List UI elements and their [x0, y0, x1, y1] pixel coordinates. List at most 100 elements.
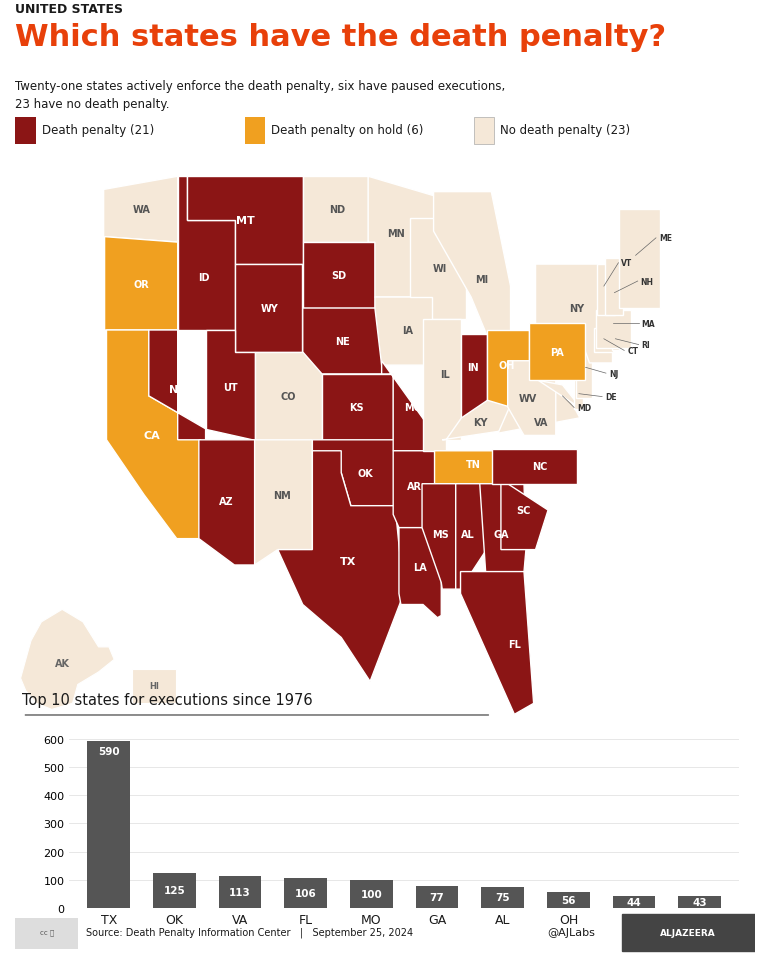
Polygon shape — [187, 177, 303, 265]
Text: 56: 56 — [561, 896, 576, 905]
Text: ME: ME — [659, 234, 672, 243]
Text: CO: CO — [280, 391, 296, 402]
Polygon shape — [375, 298, 437, 366]
Text: ID: ID — [198, 273, 209, 283]
Text: Death penalty (21): Death penalty (21) — [42, 124, 154, 137]
Polygon shape — [368, 177, 442, 298]
Polygon shape — [604, 259, 623, 315]
Polygon shape — [597, 265, 615, 315]
Text: KS: KS — [350, 403, 364, 412]
Text: MS: MS — [432, 530, 449, 540]
Text: IN: IN — [467, 363, 479, 373]
Polygon shape — [480, 484, 526, 585]
Bar — [416, 886, 458, 908]
Text: NJ: NJ — [609, 369, 618, 379]
Polygon shape — [594, 329, 612, 353]
Polygon shape — [382, 361, 446, 452]
Bar — [474, 118, 494, 145]
Polygon shape — [303, 243, 375, 308]
Text: 44: 44 — [627, 897, 641, 907]
Text: CT: CT — [627, 347, 638, 356]
Text: Top 10 states for executions since 1976: Top 10 states for executions since 1976 — [22, 692, 313, 707]
Text: DE: DE — [605, 393, 617, 402]
Text: AZ: AZ — [219, 497, 234, 506]
Polygon shape — [236, 265, 302, 353]
Polygon shape — [434, 452, 518, 484]
Bar — [621, 914, 755, 951]
Text: NE: NE — [335, 336, 350, 347]
Text: SD: SD — [331, 271, 346, 281]
Polygon shape — [529, 324, 584, 382]
Text: WV: WV — [519, 394, 537, 404]
Text: cc ⓒ: cc ⓒ — [40, 929, 55, 935]
Polygon shape — [303, 177, 368, 243]
Text: TX: TX — [340, 556, 357, 566]
Polygon shape — [422, 484, 456, 589]
Text: WI: WI — [434, 264, 447, 274]
Polygon shape — [178, 177, 236, 331]
Text: 590: 590 — [98, 747, 119, 756]
Polygon shape — [501, 480, 548, 550]
Polygon shape — [105, 237, 178, 331]
Text: NV: NV — [169, 385, 186, 395]
Text: SC: SC — [516, 505, 531, 515]
Polygon shape — [596, 311, 631, 348]
Polygon shape — [206, 331, 255, 440]
Polygon shape — [498, 385, 580, 433]
Bar — [87, 742, 130, 908]
Polygon shape — [492, 449, 577, 484]
Polygon shape — [487, 331, 529, 409]
Text: FL: FL — [508, 639, 521, 650]
Text: HI: HI — [149, 681, 159, 690]
Text: NM: NM — [273, 490, 290, 500]
Bar — [547, 893, 590, 908]
Text: WA: WA — [133, 205, 151, 215]
Text: MI: MI — [475, 275, 488, 285]
Text: OR: OR — [133, 280, 149, 289]
Polygon shape — [442, 401, 515, 440]
Text: LA: LA — [413, 562, 427, 573]
Bar — [613, 896, 655, 908]
Text: KY: KY — [474, 418, 488, 428]
Text: 77: 77 — [430, 892, 444, 902]
Text: @AJLabs: @AJLabs — [547, 927, 595, 937]
Text: ALJAZEERA: ALJAZEERA — [660, 927, 716, 937]
Polygon shape — [410, 219, 467, 320]
Polygon shape — [538, 382, 581, 409]
Polygon shape — [434, 192, 511, 337]
Polygon shape — [399, 529, 441, 618]
Text: 125: 125 — [163, 885, 186, 896]
Text: 100: 100 — [360, 889, 382, 899]
Bar — [678, 896, 721, 908]
Polygon shape — [423, 320, 461, 452]
Text: MN: MN — [387, 229, 405, 239]
Text: No death penalty (23): No death penalty (23) — [500, 124, 631, 137]
Text: MO: MO — [404, 403, 422, 412]
Text: VT: VT — [621, 259, 633, 268]
Text: ND: ND — [330, 205, 346, 215]
Text: 106: 106 — [295, 888, 316, 899]
Text: 113: 113 — [229, 887, 251, 898]
Text: MA: MA — [641, 320, 655, 329]
Polygon shape — [576, 344, 592, 399]
Bar — [481, 887, 524, 908]
Bar — [350, 880, 393, 908]
Text: Which states have the death penalty?: Which states have the death penalty? — [15, 23, 667, 52]
Text: IA: IA — [402, 326, 413, 335]
Text: GA: GA — [493, 530, 509, 540]
Bar — [219, 876, 261, 908]
Polygon shape — [460, 572, 534, 715]
Text: NC: NC — [532, 461, 547, 472]
Polygon shape — [313, 440, 395, 506]
Bar — [15, 118, 36, 145]
Polygon shape — [199, 440, 255, 565]
Text: Source: Death Penalty Information Center   |   September 25, 2024: Source: Death Penalty Information Center… — [85, 927, 413, 937]
Bar — [132, 669, 176, 703]
Text: AK: AK — [55, 658, 69, 669]
Polygon shape — [507, 361, 556, 436]
Polygon shape — [255, 353, 322, 440]
Text: AL: AL — [461, 530, 475, 540]
Text: MD: MD — [577, 404, 591, 412]
Polygon shape — [456, 484, 487, 589]
Bar — [284, 878, 327, 908]
